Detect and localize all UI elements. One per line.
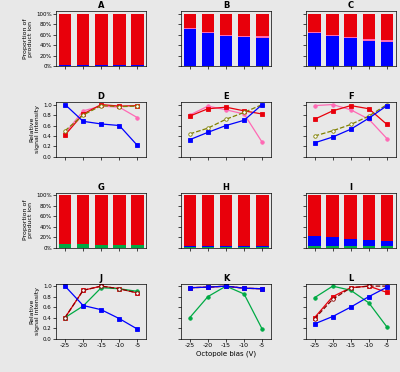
Bar xyxy=(326,35,339,36)
Bar xyxy=(362,240,375,246)
Bar xyxy=(113,195,126,245)
Bar xyxy=(184,247,196,248)
Bar xyxy=(381,14,393,40)
Bar xyxy=(238,195,250,246)
Bar xyxy=(202,247,214,248)
Bar xyxy=(256,247,268,248)
Bar xyxy=(238,36,250,37)
Bar xyxy=(362,39,375,41)
Title: F: F xyxy=(348,92,354,101)
Bar xyxy=(238,37,250,66)
Bar xyxy=(220,14,232,35)
Bar xyxy=(59,244,71,248)
Bar xyxy=(308,33,321,66)
Bar xyxy=(220,246,232,247)
Bar xyxy=(381,241,393,246)
Bar xyxy=(381,42,393,66)
Bar xyxy=(381,40,393,42)
Title: H: H xyxy=(222,183,230,192)
Bar xyxy=(362,195,375,240)
Bar xyxy=(184,29,196,66)
Bar xyxy=(184,195,196,246)
Bar xyxy=(59,195,71,244)
Bar xyxy=(256,246,268,247)
X-axis label: Octopole bias (V): Octopole bias (V) xyxy=(196,350,256,357)
Y-axis label: Relative
signal intensity: Relative signal intensity xyxy=(30,105,40,153)
Bar xyxy=(95,65,108,66)
Bar xyxy=(202,14,214,32)
Bar xyxy=(184,246,196,247)
Bar xyxy=(308,195,321,236)
Title: L: L xyxy=(348,274,354,283)
Bar xyxy=(131,245,144,248)
Bar xyxy=(308,14,321,32)
Bar xyxy=(344,37,357,38)
Bar xyxy=(344,195,357,239)
Bar xyxy=(326,36,339,66)
Title: G: G xyxy=(98,183,105,192)
Bar xyxy=(202,32,214,33)
Bar xyxy=(308,246,321,248)
Bar xyxy=(362,41,375,66)
Bar xyxy=(77,244,90,248)
Bar xyxy=(362,14,375,39)
Bar xyxy=(256,14,268,36)
Bar xyxy=(220,247,232,248)
Bar xyxy=(308,32,321,33)
Bar xyxy=(95,245,108,248)
Bar xyxy=(256,195,268,246)
Bar xyxy=(256,36,268,38)
Bar xyxy=(362,246,375,248)
Title: I: I xyxy=(349,183,352,192)
Bar xyxy=(238,247,250,248)
Bar xyxy=(77,65,90,66)
Bar xyxy=(381,195,393,241)
Bar xyxy=(220,36,232,66)
Bar xyxy=(59,14,71,65)
Bar xyxy=(202,195,214,246)
Bar xyxy=(326,237,339,246)
Y-axis label: Proportion of
product ion: Proportion of product ion xyxy=(23,19,34,59)
Title: K: K xyxy=(223,274,229,283)
Bar xyxy=(381,246,393,248)
Bar xyxy=(220,35,232,36)
Y-axis label: Relative
signal intensity: Relative signal intensity xyxy=(30,287,40,335)
Bar xyxy=(202,33,214,66)
Bar xyxy=(131,195,144,245)
Title: A: A xyxy=(98,1,104,10)
Title: E: E xyxy=(223,92,229,101)
Bar xyxy=(256,38,268,66)
Bar xyxy=(113,65,126,66)
Bar xyxy=(326,195,339,237)
Bar xyxy=(77,195,90,244)
Title: B: B xyxy=(223,1,229,10)
Bar xyxy=(326,14,339,35)
Bar xyxy=(220,195,232,246)
Bar xyxy=(344,14,357,37)
Title: C: C xyxy=(348,1,354,10)
Bar xyxy=(238,246,250,247)
Bar xyxy=(59,65,71,66)
Bar xyxy=(344,239,357,246)
Y-axis label: Proportion of
product ion: Proportion of product ion xyxy=(23,200,34,240)
Bar xyxy=(184,14,196,28)
Title: D: D xyxy=(98,92,105,101)
Bar xyxy=(184,28,196,29)
Bar xyxy=(344,246,357,248)
Bar xyxy=(344,38,357,66)
Bar xyxy=(95,195,108,245)
Bar xyxy=(202,246,214,247)
Bar xyxy=(113,14,126,65)
Bar xyxy=(326,246,339,248)
Title: J: J xyxy=(100,274,103,283)
Bar xyxy=(131,14,144,65)
Bar xyxy=(238,14,250,36)
Bar xyxy=(308,236,321,246)
Bar xyxy=(95,14,108,65)
Bar xyxy=(113,245,126,248)
Bar xyxy=(77,14,90,65)
Bar xyxy=(131,65,144,66)
